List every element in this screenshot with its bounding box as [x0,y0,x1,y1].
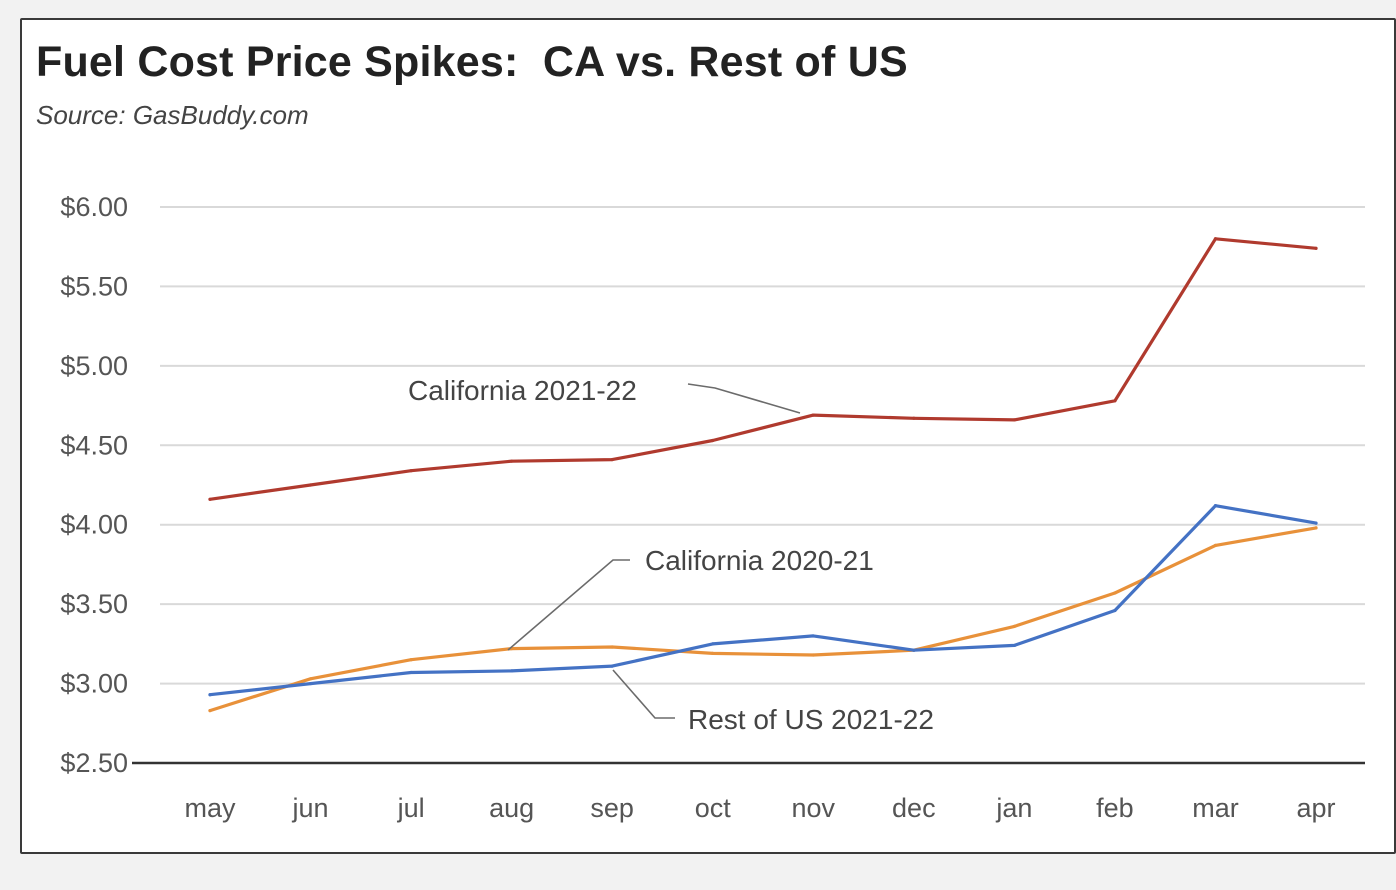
x-tick-label: mar [1192,793,1239,823]
y-tick-label: $3.50 [60,589,128,619]
data-point [208,497,212,501]
data-point [1213,543,1218,547]
data-point [711,651,715,655]
data-point [409,658,413,662]
chart-title: Fuel Cost Price Spikes: CA vs. Rest of U… [36,38,908,86]
x-tick-label: jan [995,793,1032,823]
data-point [1113,608,1117,613]
chart-card [20,18,1396,854]
data-point [610,664,614,668]
series-line [208,237,1318,501]
data-point [308,483,313,487]
y-tick-label: $3.00 [60,669,128,699]
x-tick-label: jun [292,793,329,823]
data-point [1213,504,1218,508]
data-point [711,642,715,646]
x-tick-label: dec [892,793,936,823]
data-point [510,459,514,463]
y-tick-label: $6.00 [60,192,128,222]
data-point [308,677,313,681]
y-axis-ticks: $6.00 $5.50 $5.00 $4.50 $4.00 $3.50 $3.00 $2.50 [60,192,128,778]
data-point [1314,526,1318,530]
series-label: Rest of US 2021-22 [688,704,934,735]
x-tick-label: nov [791,793,835,823]
x-tick-label: apr [1296,793,1335,823]
series-line [208,504,1318,697]
data-point [409,670,413,675]
x-tick-label: may [184,793,236,823]
data-point [1012,624,1016,628]
y-tick-label: $5.00 [60,351,128,381]
data-point [208,693,212,697]
x-tick-label: jul [397,793,425,823]
data-point [610,645,614,649]
x-tick-label: feb [1096,793,1134,823]
data-point [308,681,313,686]
annotation-leader-line [687,383,801,414]
series-annotations: California 2021-22 California 2020-21 Rest… [408,375,934,735]
data-point [1314,521,1318,525]
x-axis-ticks: may jun jul aug sep oct nov dec jan feb mar apr [184,793,1335,823]
data-point [811,413,815,417]
data-point [610,457,614,462]
data-point [811,653,815,657]
data-point [1113,591,1117,595]
data-point [711,438,715,443]
y-tick-label: $4.00 [60,510,128,540]
annotation-leader-line [612,669,675,719]
data-point [1113,399,1117,403]
data-point [409,469,413,473]
x-tick-label: oct [695,793,732,823]
data-point [1213,237,1218,241]
data-point [1012,418,1016,422]
gridlines [132,206,1365,765]
y-tick-label: $5.50 [60,271,128,301]
chart-subtitle: Source: GasBuddy.com [36,100,309,130]
series-line [208,526,1318,713]
series-label: California 2021-22 [408,375,637,406]
series-label: California 2020-21 [645,545,874,576]
y-tick-label: $4.50 [60,430,128,460]
x-tick-label: sep [590,793,634,823]
data-point [510,669,514,673]
data-point [912,648,916,652]
data-point [1012,643,1016,648]
data-point [1314,246,1318,250]
data-point [912,416,916,420]
data-point [208,708,212,713]
data-point [811,634,815,638]
series-lines [208,237,1318,713]
x-tick-label: aug [489,793,534,823]
y-tick-label: $2.50 [60,748,128,778]
annotation-leader-line [507,559,630,651]
